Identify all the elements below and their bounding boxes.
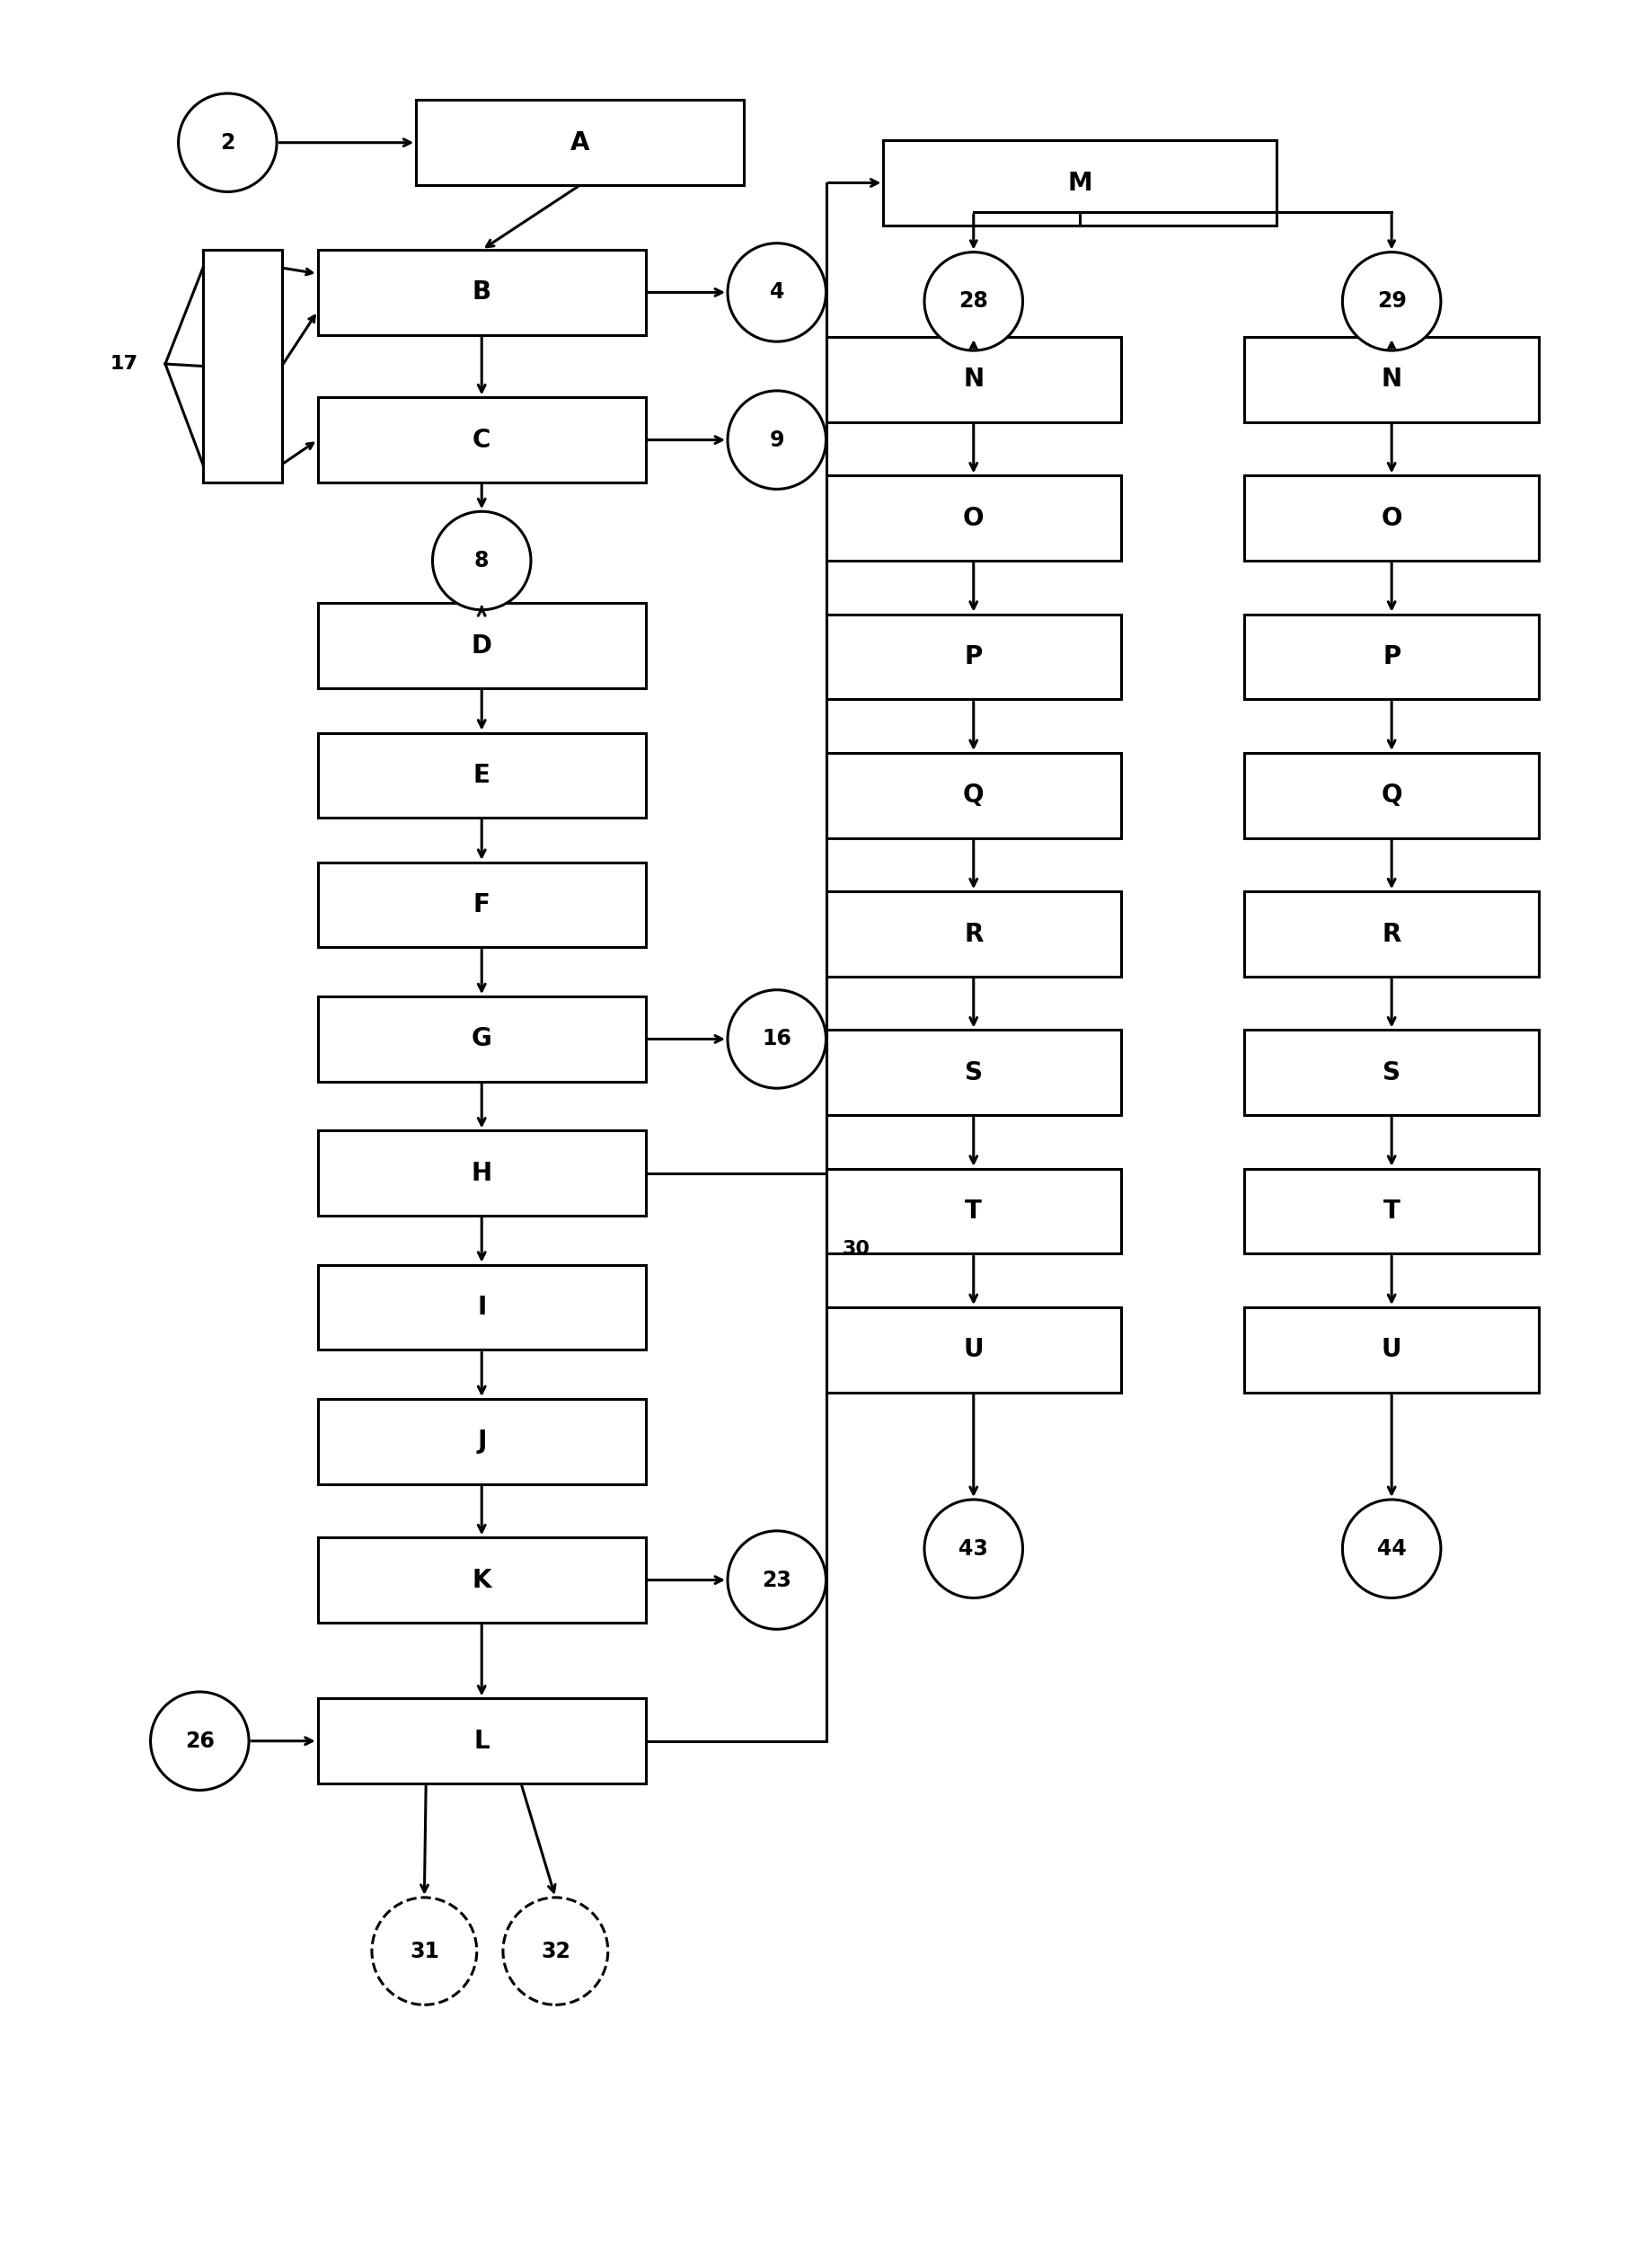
Ellipse shape xyxy=(727,1531,826,1630)
FancyBboxPatch shape xyxy=(317,602,646,688)
FancyBboxPatch shape xyxy=(1244,1308,1540,1392)
Text: 43: 43 xyxy=(958,1538,988,1560)
FancyBboxPatch shape xyxy=(826,337,1122,423)
Text: R: R xyxy=(965,922,983,946)
FancyBboxPatch shape xyxy=(317,398,646,483)
Text: T: T xyxy=(1383,1198,1401,1223)
Ellipse shape xyxy=(1343,1499,1441,1598)
Text: 31: 31 xyxy=(410,1940,439,1963)
Text: M: M xyxy=(1067,171,1092,196)
Ellipse shape xyxy=(727,243,826,342)
Text: 28: 28 xyxy=(958,290,988,312)
Text: 16: 16 xyxy=(762,1027,791,1050)
Text: A: A xyxy=(570,130,590,155)
Text: B: B xyxy=(472,279,491,306)
FancyBboxPatch shape xyxy=(317,996,646,1081)
FancyBboxPatch shape xyxy=(1244,614,1540,699)
Ellipse shape xyxy=(727,391,826,490)
Text: 23: 23 xyxy=(762,1569,791,1592)
Text: Q: Q xyxy=(963,782,985,807)
FancyBboxPatch shape xyxy=(317,1398,646,1484)
Text: U: U xyxy=(1381,1338,1403,1362)
Ellipse shape xyxy=(1343,252,1441,351)
Text: N: N xyxy=(1381,366,1403,391)
Text: K: K xyxy=(472,1567,491,1592)
Ellipse shape xyxy=(925,1499,1023,1598)
Ellipse shape xyxy=(150,1693,249,1789)
Text: 8: 8 xyxy=(474,551,489,571)
Ellipse shape xyxy=(372,1897,477,2005)
FancyBboxPatch shape xyxy=(826,477,1122,560)
FancyBboxPatch shape xyxy=(826,753,1122,839)
Text: E: E xyxy=(472,762,491,787)
FancyBboxPatch shape xyxy=(317,1699,646,1783)
Text: 17: 17 xyxy=(111,355,139,373)
Text: N: N xyxy=(963,366,985,391)
FancyBboxPatch shape xyxy=(317,1266,646,1349)
Text: 17: 17 xyxy=(111,355,139,373)
Text: C: C xyxy=(472,427,491,452)
FancyBboxPatch shape xyxy=(317,1538,646,1623)
FancyBboxPatch shape xyxy=(826,1030,1122,1115)
FancyBboxPatch shape xyxy=(826,1169,1122,1254)
Ellipse shape xyxy=(925,252,1023,351)
Text: S: S xyxy=(1383,1061,1401,1086)
Text: R: R xyxy=(1383,922,1401,946)
Text: T: T xyxy=(965,1198,981,1223)
Text: 30: 30 xyxy=(843,1241,871,1259)
FancyBboxPatch shape xyxy=(826,1308,1122,1392)
Ellipse shape xyxy=(178,94,278,191)
Text: 2: 2 xyxy=(220,133,235,153)
FancyBboxPatch shape xyxy=(1244,753,1540,839)
FancyBboxPatch shape xyxy=(1244,1169,1540,1254)
Text: S: S xyxy=(965,1061,983,1086)
Text: O: O xyxy=(1381,506,1403,531)
Text: O: O xyxy=(963,506,985,531)
Text: 44: 44 xyxy=(1376,1538,1406,1560)
Text: 9: 9 xyxy=(770,429,785,450)
FancyBboxPatch shape xyxy=(203,250,282,483)
Text: U: U xyxy=(963,1338,983,1362)
Ellipse shape xyxy=(502,1897,608,2005)
Text: I: I xyxy=(477,1295,486,1320)
FancyBboxPatch shape xyxy=(317,863,646,946)
FancyBboxPatch shape xyxy=(317,733,646,818)
FancyBboxPatch shape xyxy=(1244,892,1540,976)
FancyBboxPatch shape xyxy=(884,139,1277,225)
Ellipse shape xyxy=(727,989,826,1088)
Text: 26: 26 xyxy=(185,1731,215,1751)
Text: Q: Q xyxy=(1381,782,1403,807)
FancyBboxPatch shape xyxy=(1244,477,1540,560)
Text: H: H xyxy=(471,1160,492,1185)
Text: 29: 29 xyxy=(1376,290,1406,312)
FancyBboxPatch shape xyxy=(317,1131,646,1216)
Text: P: P xyxy=(1383,645,1401,670)
FancyBboxPatch shape xyxy=(317,250,646,335)
Text: J: J xyxy=(477,1430,486,1454)
FancyBboxPatch shape xyxy=(826,892,1122,976)
FancyBboxPatch shape xyxy=(416,101,743,184)
FancyBboxPatch shape xyxy=(1244,1030,1540,1115)
Text: G: G xyxy=(471,1027,492,1052)
Text: F: F xyxy=(472,892,491,917)
Text: L: L xyxy=(474,1729,489,1753)
Text: 4: 4 xyxy=(770,281,785,303)
FancyBboxPatch shape xyxy=(826,614,1122,699)
Ellipse shape xyxy=(433,513,530,609)
Text: D: D xyxy=(471,634,492,659)
Text: 32: 32 xyxy=(540,1940,570,1963)
FancyBboxPatch shape xyxy=(1244,337,1540,423)
Text: P: P xyxy=(965,645,983,670)
